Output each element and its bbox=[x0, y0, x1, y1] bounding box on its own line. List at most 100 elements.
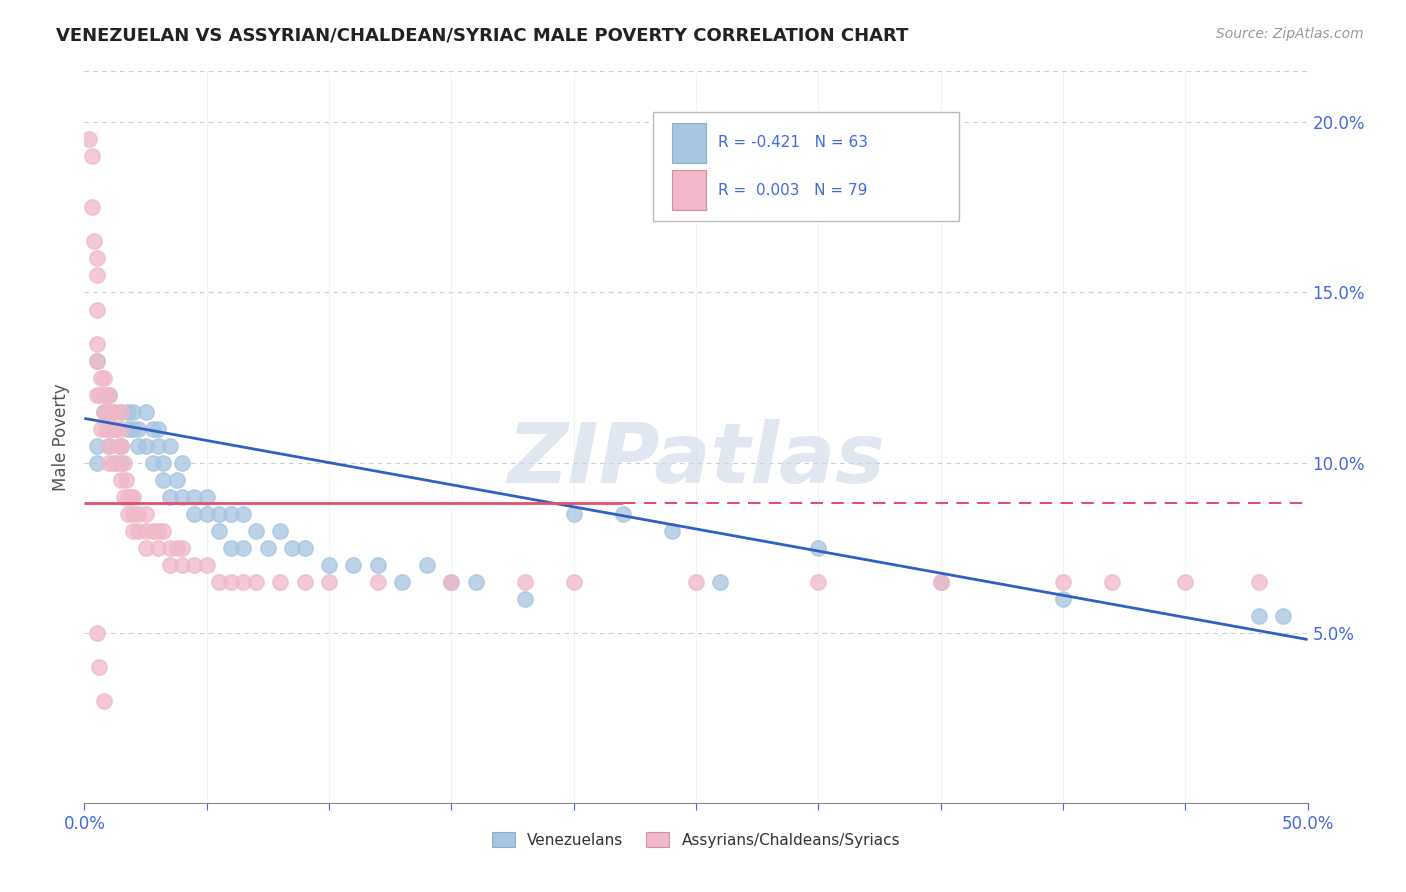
Point bbox=[87, 387, 110, 401]
Point bbox=[135, 541, 157, 555]
Point bbox=[219, 574, 242, 589]
Point bbox=[232, 507, 254, 521]
Point bbox=[127, 524, 149, 538]
Point bbox=[152, 473, 174, 487]
Text: VENEZUELAN VS ASSYRIAN/CHALDEAN/SYRIAC MALE POVERTY CORRELATION CHART: VENEZUELAN VS ASSYRIAN/CHALDEAN/SYRIAC M… bbox=[56, 27, 908, 45]
Point bbox=[208, 574, 231, 589]
Point bbox=[112, 456, 135, 470]
Point bbox=[318, 558, 340, 572]
Point bbox=[93, 404, 115, 418]
Point bbox=[1272, 608, 1295, 623]
Point bbox=[93, 404, 115, 418]
Point bbox=[122, 524, 145, 538]
Point bbox=[513, 591, 536, 606]
Point bbox=[172, 541, 194, 555]
Point bbox=[685, 574, 707, 589]
Point bbox=[122, 421, 145, 435]
Point bbox=[87, 659, 110, 673]
Point bbox=[80, 201, 103, 215]
Point bbox=[1247, 608, 1270, 623]
Point bbox=[195, 558, 218, 572]
Point bbox=[166, 473, 188, 487]
Point bbox=[183, 507, 205, 521]
Point bbox=[135, 507, 157, 521]
Point bbox=[807, 574, 830, 589]
Point bbox=[146, 421, 169, 435]
Point bbox=[146, 524, 169, 538]
Point bbox=[513, 574, 536, 589]
Point bbox=[440, 574, 463, 589]
Point bbox=[93, 694, 115, 708]
Point bbox=[86, 336, 108, 351]
Point bbox=[142, 421, 165, 435]
Point bbox=[77, 132, 100, 146]
Point bbox=[122, 404, 145, 418]
Point bbox=[342, 558, 364, 572]
Point bbox=[661, 524, 683, 538]
Point bbox=[464, 574, 486, 589]
Point bbox=[90, 370, 112, 384]
Point bbox=[97, 421, 120, 435]
Point bbox=[90, 421, 112, 435]
Point bbox=[208, 524, 231, 538]
Point bbox=[122, 490, 145, 504]
Y-axis label: Male Poverty: Male Poverty bbox=[52, 384, 70, 491]
Point bbox=[105, 421, 128, 435]
Point bbox=[440, 574, 463, 589]
Point bbox=[1174, 574, 1197, 589]
Point bbox=[142, 456, 165, 470]
Point bbox=[135, 524, 157, 538]
Point bbox=[97, 404, 120, 418]
Point bbox=[97, 387, 120, 401]
Point bbox=[318, 574, 340, 589]
Point bbox=[1101, 574, 1123, 589]
Point bbox=[86, 268, 108, 283]
Point bbox=[110, 473, 132, 487]
Point bbox=[103, 421, 125, 435]
Point bbox=[96, 387, 118, 401]
Point bbox=[103, 421, 125, 435]
Point bbox=[294, 574, 316, 589]
Bar bbox=[672, 170, 706, 211]
Point bbox=[245, 524, 267, 538]
Point bbox=[269, 574, 291, 589]
Point bbox=[159, 541, 181, 555]
Point bbox=[97, 404, 120, 418]
Point bbox=[86, 302, 108, 317]
Point bbox=[110, 456, 132, 470]
Point bbox=[83, 235, 105, 249]
Point bbox=[105, 456, 128, 470]
Point bbox=[172, 490, 194, 504]
Point bbox=[110, 421, 132, 435]
Point bbox=[269, 524, 291, 538]
Text: R =  0.003   N = 79: R = 0.003 N = 79 bbox=[718, 183, 868, 198]
Point bbox=[86, 353, 108, 368]
Point bbox=[219, 541, 242, 555]
Point bbox=[110, 404, 132, 418]
Point bbox=[208, 507, 231, 521]
Point bbox=[93, 387, 115, 401]
Point bbox=[367, 558, 389, 572]
Bar bbox=[672, 122, 706, 162]
Point bbox=[219, 507, 242, 521]
Point bbox=[117, 490, 139, 504]
Point bbox=[195, 507, 218, 521]
Point bbox=[120, 490, 142, 504]
Point bbox=[929, 574, 952, 589]
Point bbox=[117, 404, 139, 418]
FancyBboxPatch shape bbox=[654, 112, 959, 221]
Point bbox=[232, 541, 254, 555]
Point bbox=[97, 387, 120, 401]
Point bbox=[172, 456, 194, 470]
Point bbox=[110, 439, 132, 453]
Point bbox=[97, 439, 120, 453]
Point bbox=[709, 574, 731, 589]
Point bbox=[97, 439, 120, 453]
Point bbox=[86, 353, 108, 368]
Point bbox=[183, 490, 205, 504]
Point bbox=[97, 456, 120, 470]
Point bbox=[93, 370, 115, 384]
Point bbox=[562, 507, 585, 521]
Point bbox=[103, 404, 125, 418]
Point bbox=[112, 490, 135, 504]
